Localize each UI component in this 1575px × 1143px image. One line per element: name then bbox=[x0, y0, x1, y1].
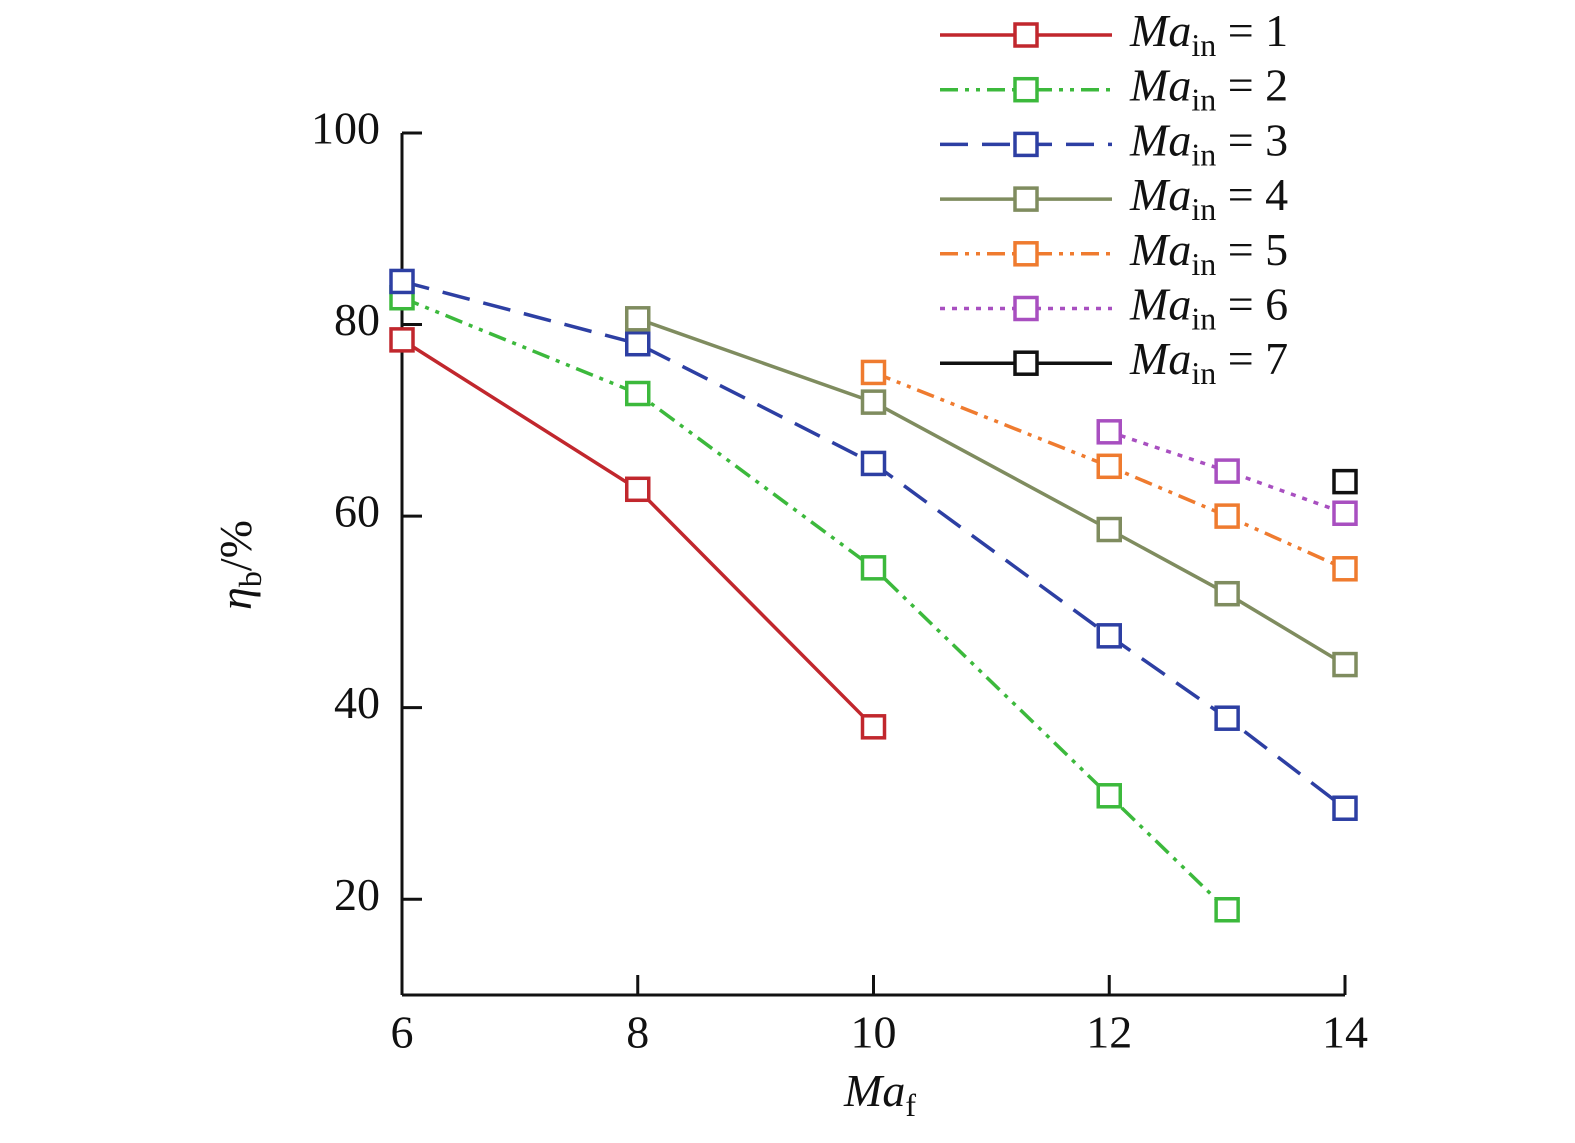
marker bbox=[389, 268, 415, 295]
legend-entry: Main = 7 bbox=[940, 333, 1288, 392]
marker bbox=[1214, 503, 1240, 529]
marker bbox=[1096, 623, 1122, 649]
legend-entry: Main = 1 bbox=[940, 5, 1288, 64]
y-tick-label: 80 bbox=[334, 294, 380, 345]
marker bbox=[1214, 705, 1240, 731]
marker bbox=[625, 380, 651, 407]
marker bbox=[1332, 795, 1358, 821]
marker bbox=[625, 476, 651, 503]
legend-entry: Main = 6 bbox=[940, 278, 1288, 337]
marker bbox=[860, 450, 887, 477]
legend-label: Main = 7 bbox=[1129, 333, 1288, 392]
legend-marker bbox=[1013, 350, 1039, 376]
marker bbox=[625, 330, 651, 357]
series bbox=[389, 327, 887, 740]
y-tick-label: 100 bbox=[311, 103, 380, 154]
series bbox=[1096, 419, 1358, 526]
x-tick-label: 12 bbox=[1086, 1007, 1132, 1058]
legend-marker bbox=[1013, 186, 1039, 212]
marker bbox=[860, 389, 887, 415]
marker bbox=[1096, 783, 1122, 809]
legend-label: Main = 4 bbox=[1129, 169, 1288, 228]
legend-marker bbox=[1013, 22, 1039, 48]
series bbox=[1332, 468, 1358, 495]
y-tick-label: 20 bbox=[334, 869, 380, 920]
x-tick-label: 14 bbox=[1322, 1007, 1368, 1058]
legend-marker bbox=[1013, 241, 1039, 267]
x-tick-label: 10 bbox=[851, 1007, 897, 1058]
y-axis-label: ηb/% bbox=[210, 520, 269, 610]
series bbox=[389, 268, 1358, 821]
legend-entry: Main = 5 bbox=[940, 223, 1288, 282]
marker bbox=[389, 327, 415, 353]
legend-label: Main = 5 bbox=[1129, 223, 1288, 282]
legend-label: Main = 6 bbox=[1129, 278, 1288, 337]
marker bbox=[860, 359, 887, 386]
marker bbox=[1332, 651, 1358, 678]
legend-entry: Main = 2 bbox=[940, 59, 1288, 118]
series-line bbox=[401, 296, 1229, 912]
series-line bbox=[401, 279, 1347, 810]
marker bbox=[1096, 419, 1122, 445]
legend-label: Main = 2 bbox=[1129, 59, 1288, 118]
marker bbox=[1096, 516, 1122, 543]
marker bbox=[1332, 468, 1358, 495]
marker bbox=[860, 555, 887, 581]
y-tick-label: 40 bbox=[334, 677, 380, 728]
legend-label: Main = 1 bbox=[1129, 5, 1288, 64]
legend-entry: Main = 4 bbox=[940, 169, 1288, 228]
x-tick-label: 6 bbox=[391, 1007, 414, 1058]
series bbox=[860, 359, 1358, 582]
marker bbox=[1214, 580, 1240, 607]
legend-entry: Main = 3 bbox=[940, 114, 1288, 173]
marker bbox=[1214, 897, 1240, 923]
x-tick-label: 8 bbox=[626, 1007, 649, 1058]
legend-label: Main = 3 bbox=[1129, 114, 1288, 173]
y-tick-label: 60 bbox=[334, 486, 380, 537]
marker bbox=[1332, 556, 1358, 582]
x-axis-label: Maf bbox=[843, 1065, 916, 1124]
marker bbox=[625, 306, 651, 332]
legend-marker bbox=[1013, 131, 1039, 158]
series bbox=[625, 306, 1358, 678]
marker bbox=[1096, 453, 1122, 480]
marker bbox=[1214, 458, 1240, 484]
legend-marker bbox=[1013, 295, 1039, 322]
marker bbox=[860, 714, 887, 740]
legend-marker bbox=[1013, 76, 1039, 103]
marker bbox=[1332, 500, 1358, 526]
